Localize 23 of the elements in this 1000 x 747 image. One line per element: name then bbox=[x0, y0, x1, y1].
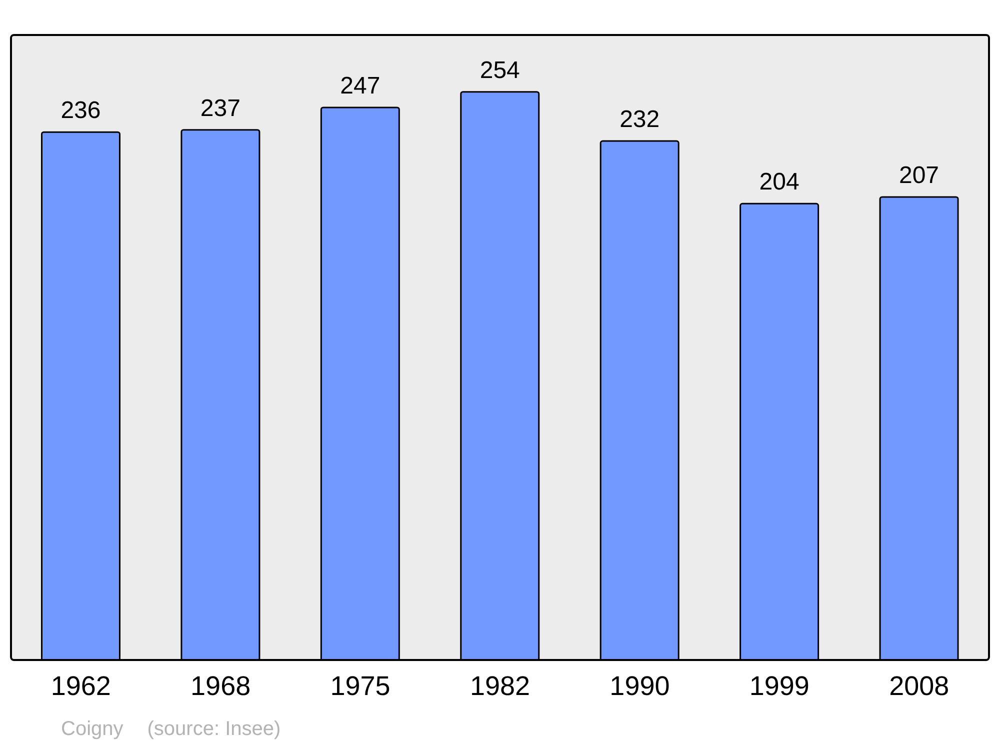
data-label: 236 bbox=[60, 97, 101, 124]
data-label: 247 bbox=[340, 72, 380, 100]
bar bbox=[879, 196, 959, 661]
x-tick-label: 1962 bbox=[50, 671, 111, 702]
x-tick-label: 1990 bbox=[610, 671, 670, 702]
x-tick-label: 1982 bbox=[470, 671, 530, 702]
x-tick-label: 1999 bbox=[749, 671, 810, 702]
bar bbox=[600, 140, 680, 661]
text: Coigny bbox=[61, 718, 124, 740]
x-tick-label: 2008 bbox=[889, 671, 950, 702]
data-label: 232 bbox=[620, 106, 660, 134]
bar bbox=[40, 131, 120, 661]
x-tick-label: 1975 bbox=[330, 671, 390, 702]
bar bbox=[740, 202, 820, 661]
data-label: 254 bbox=[480, 56, 520, 84]
data-label: 207 bbox=[899, 162, 940, 189]
data-label: 204 bbox=[759, 168, 800, 196]
x-tick-label: 1968 bbox=[190, 671, 251, 702]
text: (source: Insee) bbox=[147, 718, 281, 740]
data-label: 237 bbox=[200, 94, 240, 122]
bar bbox=[460, 91, 540, 661]
bar bbox=[320, 106, 400, 661]
bar bbox=[180, 129, 260, 661]
